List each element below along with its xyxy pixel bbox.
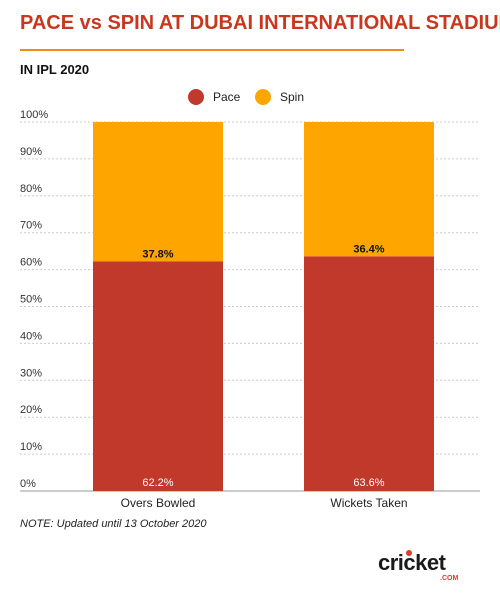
legend-swatch-pace bbox=[188, 89, 204, 105]
y-tick-label: 70% bbox=[20, 220, 42, 232]
x-tick-label: Wickets Taken bbox=[330, 496, 407, 510]
y-tick-label: 80% bbox=[20, 183, 42, 195]
data-labels: 62.2% 37.8% 63.6% 36.4% bbox=[142, 243, 384, 489]
y-tick-label: 10% bbox=[20, 441, 42, 453]
y-tick-label: 50% bbox=[20, 294, 42, 306]
logo-dot-icon bbox=[406, 550, 412, 556]
legend-swatch-spin bbox=[255, 89, 271, 105]
legend-label-pace: Pace bbox=[213, 90, 241, 104]
x-axis-tick-labels: Overs Bowled Wickets Taken bbox=[121, 496, 408, 510]
data-label-spin: 36.4% bbox=[353, 243, 384, 255]
y-tick-label: 30% bbox=[20, 367, 42, 379]
chart-subtitle: IN IPL 2020 bbox=[20, 62, 90, 77]
data-label-pace: 63.6% bbox=[353, 477, 384, 489]
footnote: NOTE: Updated until 13 October 2020 bbox=[20, 518, 207, 530]
bar-series bbox=[93, 122, 434, 491]
legend: Pace Spin bbox=[188, 89, 304, 105]
cricket-com-logo: cricket .COM bbox=[378, 550, 480, 586]
y-tick-label: 20% bbox=[20, 404, 42, 416]
bar-pace bbox=[304, 256, 434, 491]
bar-spin bbox=[93, 122, 223, 262]
y-tick-label: 90% bbox=[20, 146, 42, 158]
y-tick-label: 0% bbox=[20, 478, 36, 490]
data-label-pace: 62.2% bbox=[142, 477, 173, 489]
bar-spin bbox=[304, 122, 434, 257]
y-axis-tick-labels: 0% 10% 20% 30% 40% 50% 60% 70% 80% 90% 100% bbox=[20, 109, 48, 490]
chart-title: PACE vs SPIN AT DUBAI INTERNATIONAL STAD… bbox=[20, 12, 500, 34]
y-tick-label: 100% bbox=[20, 109, 48, 121]
x-tick-label: Overs Bowled bbox=[121, 496, 196, 510]
bar-pace bbox=[93, 261, 223, 491]
logo-wordmark: cricket bbox=[378, 550, 446, 575]
y-tick-label: 60% bbox=[20, 257, 42, 269]
data-label-spin: 37.8% bbox=[142, 248, 173, 260]
logo-domain: .COM bbox=[440, 575, 459, 582]
title-underline bbox=[20, 49, 404, 51]
legend-label-spin: Spin bbox=[280, 90, 304, 104]
y-tick-label: 40% bbox=[20, 330, 42, 342]
